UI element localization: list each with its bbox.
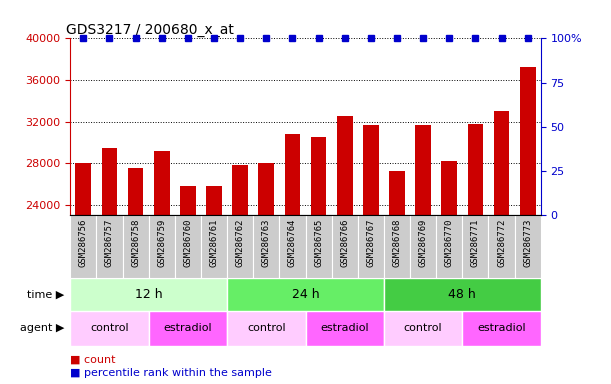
Bar (70, 311, 148, 346)
Text: ■ count: ■ count (70, 355, 115, 365)
Bar (337, 116, 353, 384)
Bar (306, 215, 332, 278)
Bar (520, 68, 535, 384)
Text: GSM286770: GSM286770 (445, 218, 454, 266)
Bar (488, 215, 514, 278)
Text: 12 h: 12 h (135, 288, 163, 301)
Bar (332, 215, 358, 278)
Bar (306, 311, 384, 346)
Text: GSM286768: GSM286768 (392, 218, 401, 266)
Text: 24 h: 24 h (291, 288, 320, 301)
Bar (70, 278, 227, 311)
Text: GSM286757: GSM286757 (105, 218, 114, 266)
Text: GSM286763: GSM286763 (262, 218, 271, 266)
Bar (128, 168, 144, 384)
Text: control: control (247, 323, 285, 333)
Text: GDS3217 / 200680_x_at: GDS3217 / 200680_x_at (65, 23, 233, 37)
Bar (206, 186, 222, 384)
Text: estradiol: estradiol (477, 323, 526, 333)
Bar (441, 161, 457, 384)
Text: GSM286760: GSM286760 (183, 218, 192, 266)
Text: GSM286761: GSM286761 (210, 218, 219, 266)
Text: GSM286766: GSM286766 (340, 218, 349, 266)
Text: 48 h: 48 h (448, 288, 476, 301)
Bar (101, 147, 117, 384)
Text: ■ percentile rank within the sample: ■ percentile rank within the sample (70, 368, 272, 378)
Bar (358, 215, 384, 278)
Text: GSM286765: GSM286765 (314, 218, 323, 266)
Text: GSM286771: GSM286771 (471, 218, 480, 266)
Bar (201, 215, 227, 278)
Text: agent ▶: agent ▶ (20, 323, 64, 333)
Text: GSM286756: GSM286756 (79, 218, 88, 266)
Bar (123, 215, 148, 278)
Text: control: control (90, 323, 129, 333)
Bar (363, 125, 379, 384)
Bar (463, 311, 541, 346)
Bar (415, 125, 431, 384)
Bar (148, 311, 227, 346)
Bar (389, 171, 405, 384)
Bar (467, 124, 483, 384)
Bar (279, 215, 306, 278)
Text: GSM286772: GSM286772 (497, 218, 506, 266)
Text: GSM286773: GSM286773 (523, 218, 532, 266)
Text: GSM286764: GSM286764 (288, 218, 297, 266)
Bar (258, 163, 274, 384)
Bar (97, 215, 123, 278)
Text: time ▶: time ▶ (27, 290, 64, 300)
Text: GSM286769: GSM286769 (419, 218, 428, 266)
Text: GSM286758: GSM286758 (131, 218, 140, 266)
Bar (175, 215, 201, 278)
Bar (180, 186, 196, 384)
Bar (148, 215, 175, 278)
Bar (494, 111, 510, 384)
Bar (384, 311, 463, 346)
Text: estradiol: estradiol (320, 323, 369, 333)
Text: GSM286767: GSM286767 (367, 218, 375, 266)
Text: GSM286759: GSM286759 (157, 218, 166, 266)
Bar (463, 215, 488, 278)
Bar (514, 215, 541, 278)
Bar (436, 215, 463, 278)
Bar (285, 134, 300, 384)
Bar (384, 278, 541, 311)
Bar (311, 137, 326, 384)
Bar (253, 215, 279, 278)
Bar (70, 215, 97, 278)
Bar (227, 311, 306, 346)
Bar (227, 215, 253, 278)
Bar (410, 215, 436, 278)
Bar (76, 163, 91, 384)
Text: estradiol: estradiol (164, 323, 212, 333)
Text: GSM286762: GSM286762 (236, 218, 244, 266)
Text: control: control (404, 323, 442, 333)
Bar (232, 165, 248, 384)
Bar (154, 151, 170, 384)
Bar (384, 215, 410, 278)
Bar (227, 278, 384, 311)
